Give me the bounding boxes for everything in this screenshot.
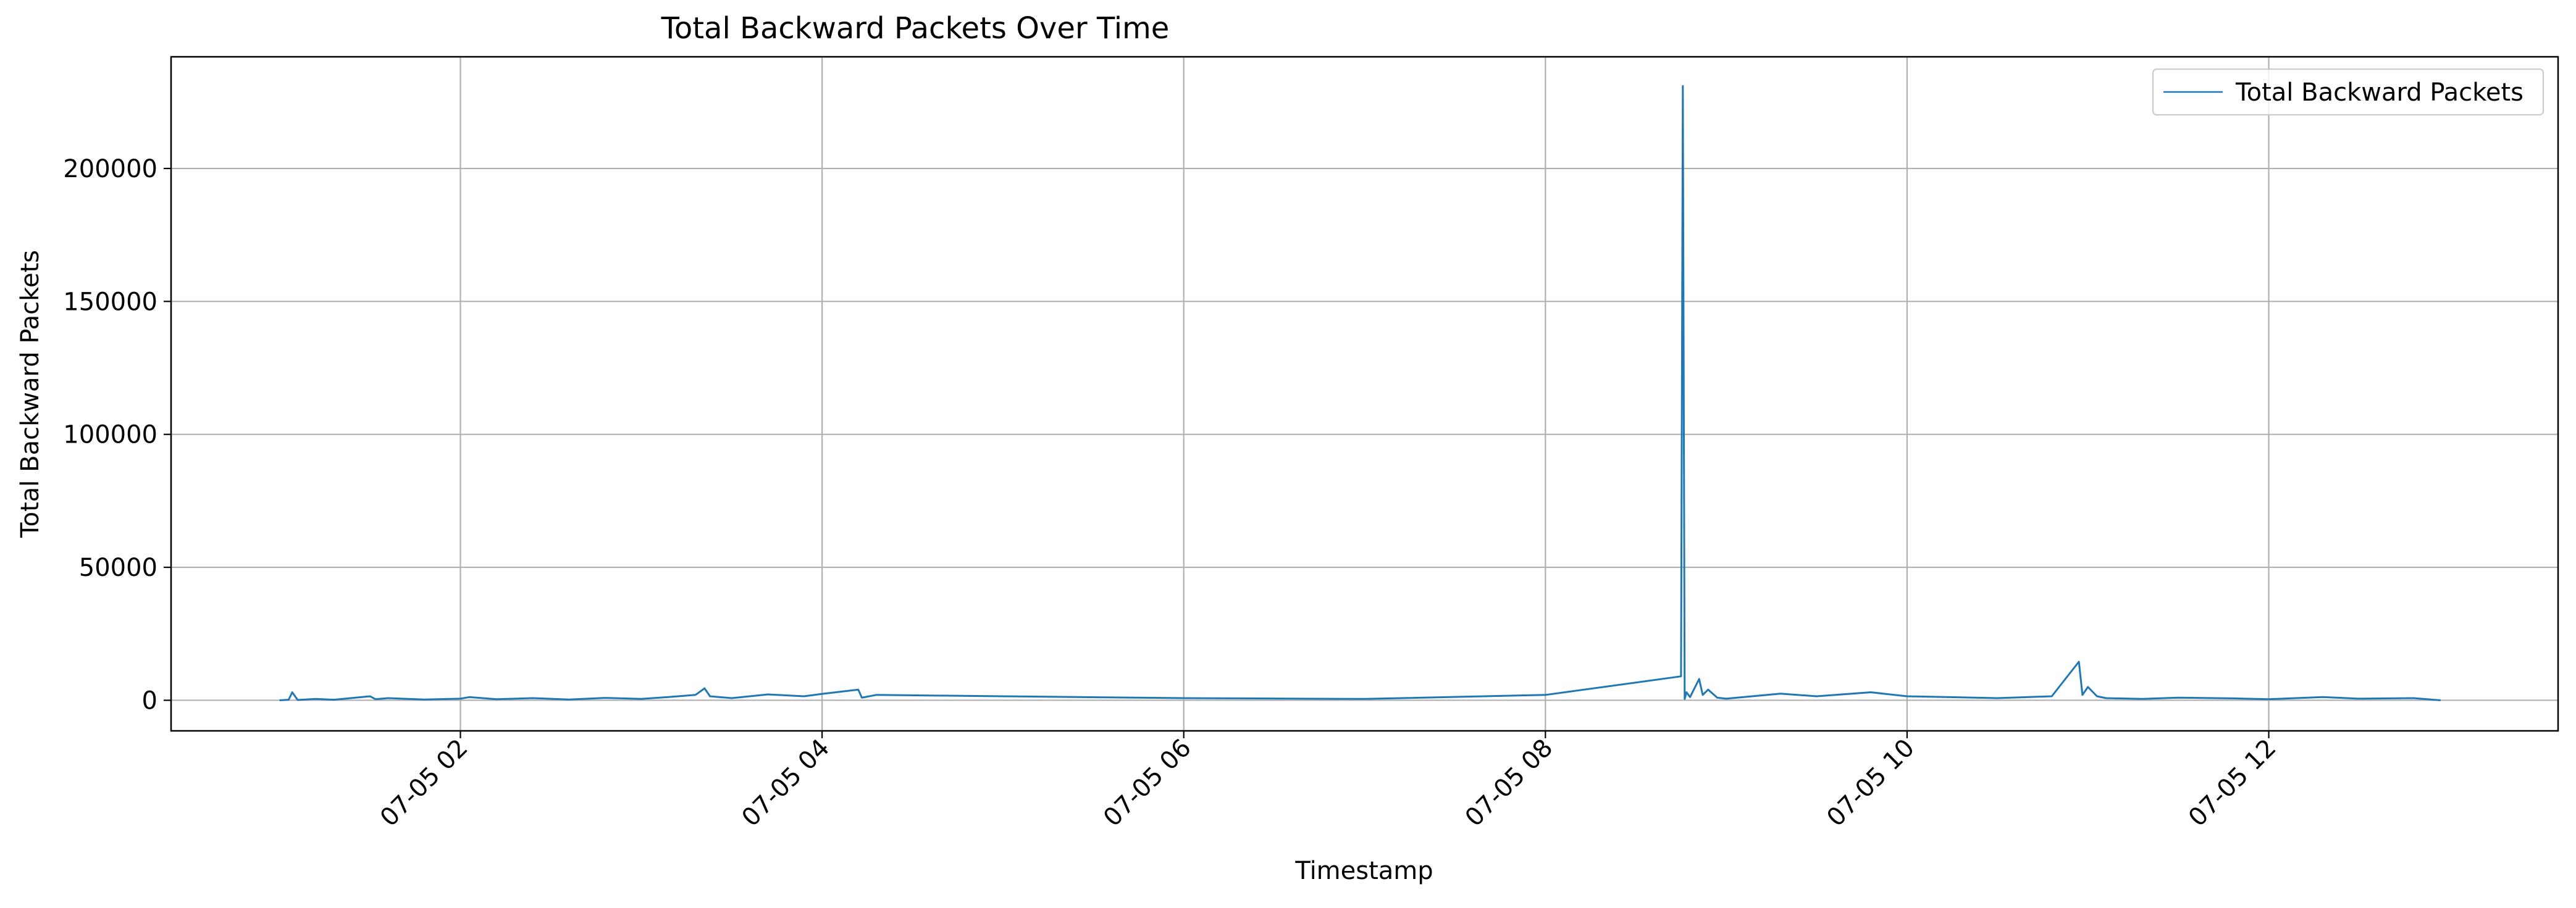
x-tick-label: 07-05 04 [736, 734, 835, 833]
x-tick-label: 07-05 08 [1460, 734, 1559, 833]
chart-title: Total Backward Packets Over Time [661, 11, 1170, 46]
legend-box [2152, 68, 2545, 116]
y-tick-label: 150000 [63, 288, 157, 316]
x-axis-label: Timestamp [1294, 857, 1433, 885]
y-tick-label: 50000 [79, 554, 157, 582]
y-axis-label: Total Backward Packets [16, 250, 44, 538]
legend: Total Backward Packets [2152, 68, 2545, 116]
plot-frame [170, 56, 2559, 732]
y-tick-label: 100000 [63, 421, 157, 449]
x-tick-label: 07-05 06 [1098, 734, 1197, 833]
series-layer [279, 85, 2441, 701]
x-tick-label: 07-05 12 [2183, 734, 2282, 833]
x-tick-label: 07-05 10 [1821, 734, 1920, 833]
y-tick-label: 0 [142, 686, 157, 715]
series-line-total-backward-packets [279, 85, 2441, 701]
x-tick-label: 07-05 02 [375, 734, 474, 833]
legend-label: Total Backward Packets [2235, 78, 2524, 107]
y-tick-label: 200000 [63, 155, 157, 183]
grid [171, 57, 2558, 731]
